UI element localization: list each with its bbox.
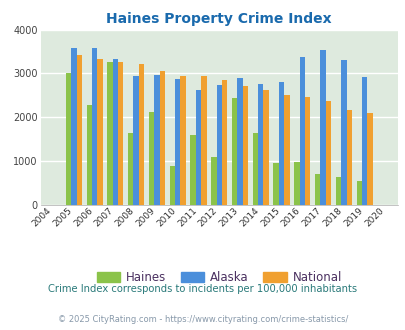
Bar: [367, 113, 372, 205]
Bar: [335, 177, 340, 205]
Bar: [231, 98, 237, 205]
Bar: [169, 166, 175, 205]
Bar: [159, 71, 164, 205]
Bar: [237, 78, 242, 205]
Legend: Haines, Alaska, National: Haines, Alaska, National: [92, 266, 346, 289]
Text: Crime Index corresponds to incidents per 100,000 inhabitants: Crime Index corresponds to incidents per…: [48, 284, 357, 294]
Bar: [175, 79, 180, 205]
Bar: [258, 84, 263, 205]
Bar: [200, 76, 206, 205]
Bar: [154, 75, 159, 205]
Bar: [97, 58, 102, 205]
Bar: [278, 82, 284, 205]
Bar: [216, 85, 222, 205]
Bar: [346, 110, 351, 205]
Text: © 2025 CityRating.com - https://www.cityrating.com/crime-statistics/: © 2025 CityRating.com - https://www.city…: [58, 315, 347, 324]
Bar: [211, 157, 216, 205]
Bar: [304, 97, 310, 205]
Bar: [71, 48, 77, 205]
Bar: [107, 62, 113, 205]
Bar: [294, 162, 299, 205]
Bar: [340, 60, 346, 205]
Bar: [299, 57, 304, 205]
Bar: [86, 105, 92, 205]
Bar: [149, 112, 154, 205]
Bar: [128, 133, 133, 205]
Bar: [284, 95, 289, 205]
Bar: [263, 90, 268, 205]
Bar: [320, 50, 325, 205]
Bar: [361, 77, 367, 205]
Bar: [325, 101, 330, 205]
Bar: [133, 76, 139, 205]
Bar: [190, 135, 195, 205]
Bar: [222, 80, 227, 205]
Bar: [66, 73, 71, 205]
Bar: [242, 86, 247, 205]
Title: Haines Property Crime Index: Haines Property Crime Index: [106, 12, 331, 26]
Bar: [180, 76, 185, 205]
Bar: [195, 90, 200, 205]
Bar: [77, 55, 82, 205]
Bar: [118, 62, 123, 205]
Bar: [139, 64, 144, 205]
Bar: [273, 163, 278, 205]
Bar: [92, 48, 97, 205]
Bar: [113, 58, 118, 205]
Bar: [356, 182, 361, 205]
Bar: [314, 174, 320, 205]
Bar: [252, 133, 258, 205]
